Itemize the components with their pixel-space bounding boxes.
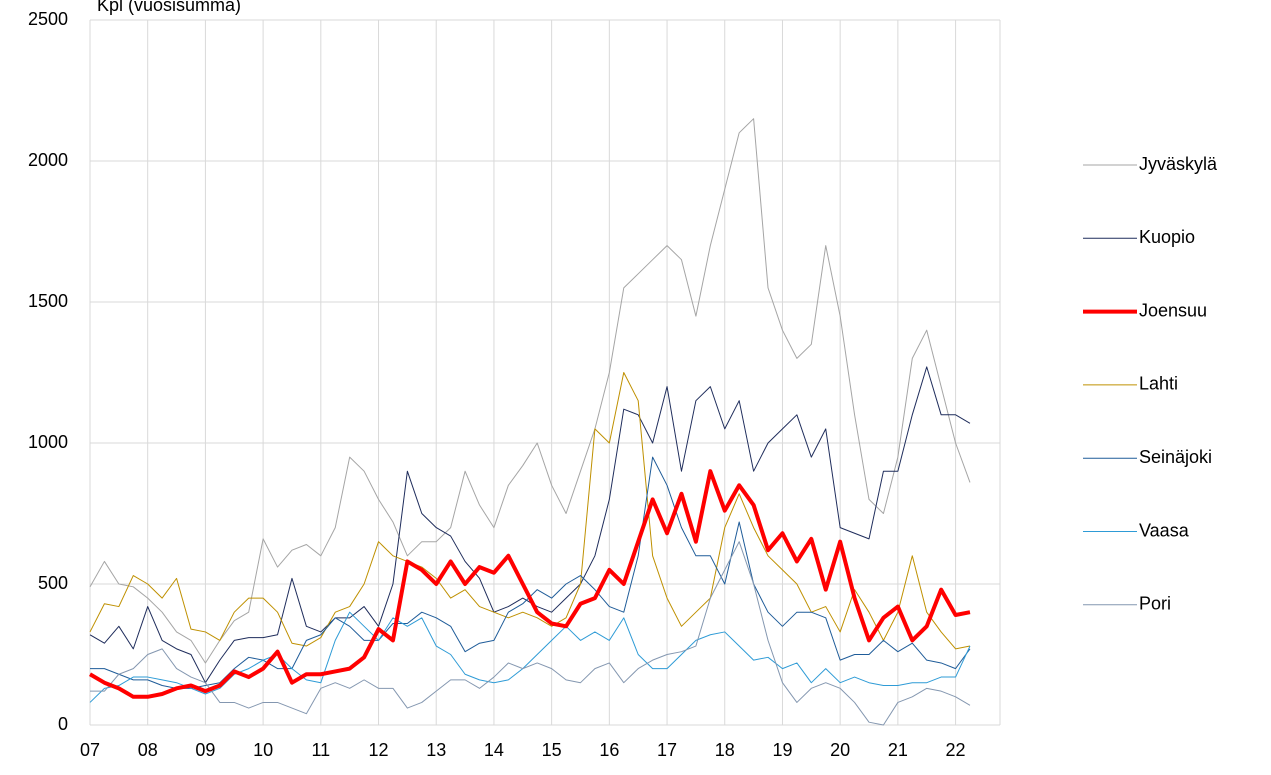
x-tick-label: 19: [772, 740, 792, 760]
x-tick-label: 20: [830, 740, 850, 760]
x-tick-label: 18: [715, 740, 735, 760]
x-tick-label: 07: [80, 740, 100, 760]
legend-label: Joensuu: [1139, 300, 1207, 320]
series-line: [88, 469, 971, 699]
x-tick-label: 08: [138, 740, 158, 760]
x-tick-label: 12: [369, 740, 389, 760]
y-tick-label: 2000: [28, 150, 68, 170]
y-tick-label: 1500: [28, 291, 68, 311]
legend-label: Pori: [1139, 594, 1171, 614]
series-line: [90, 541, 971, 726]
x-tick-label: 15: [542, 740, 562, 760]
y-tick-label: 2500: [28, 9, 68, 29]
x-tick-label: 21: [888, 740, 908, 760]
legend-label: Lahti: [1139, 374, 1178, 394]
y-tick-label: 1000: [28, 432, 68, 452]
legend-label: Jyväskylä: [1139, 154, 1218, 174]
x-tick-label: 14: [484, 740, 504, 760]
series-line: [89, 118, 971, 664]
series-line: [90, 456, 971, 689]
x-tick-label: 22: [946, 740, 966, 760]
series-line: [89, 372, 971, 650]
legend-label: Kuopio: [1139, 227, 1195, 247]
y-tick-label: 500: [38, 573, 68, 593]
x-tick-label: 13: [426, 740, 446, 760]
legend-label: Seinäjoki: [1139, 447, 1212, 467]
legend-label: Vaasa: [1139, 520, 1190, 540]
chart-title: Kpl (vuosisumma): [97, 0, 241, 15]
y-tick-label: 0: [58, 714, 68, 734]
x-tick-label: 11: [311, 740, 330, 760]
x-tick-label: 16: [599, 740, 619, 760]
x-tick-label: 10: [253, 740, 273, 760]
x-tick-label: 09: [195, 740, 215, 760]
x-tick-label: 17: [657, 740, 677, 760]
